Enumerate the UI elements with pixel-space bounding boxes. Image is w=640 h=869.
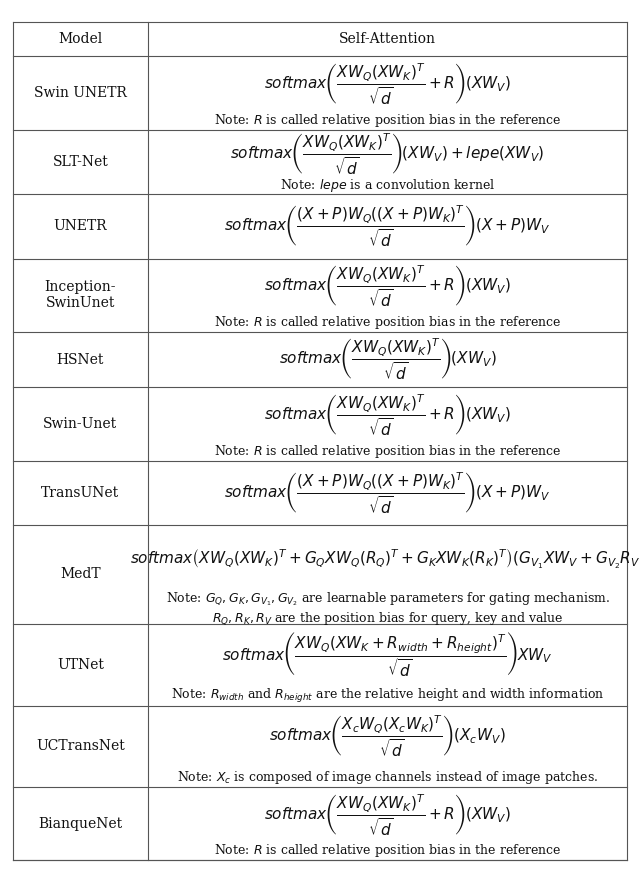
Text: Note: $R$ is called relative position bias in the reference: Note: $R$ is called relative position bi… [214, 314, 561, 330]
Text: $\mathit{softmax}\left(\dfrac{XW_Q(XW_K)^T}{\sqrt{d}}+R\right)(XW_V)$: $\mathit{softmax}\left(\dfrac{XW_Q(XW_K)… [264, 263, 511, 309]
Text: Note: $lepe$ is a convolution kernel: Note: $lepe$ is a convolution kernel [280, 177, 495, 194]
Text: Note: $R$ is called relative position bias in the reference: Note: $R$ is called relative position bi… [214, 842, 561, 859]
Text: UNETR: UNETR [54, 219, 107, 233]
Text: Note: $R$ is called relative position bias in the reference: Note: $R$ is called relative position bi… [214, 442, 561, 460]
Text: HSNet: HSNet [57, 353, 104, 367]
Text: Model: Model [58, 32, 102, 46]
Text: TransUNet: TransUNet [42, 486, 120, 500]
Text: $\mathit{softmax}\left(XW_Q(XW_K)^T+G_QXW_Q(R_Q)^T+G_KXW_K(R_K)^T\right)\left(G_: $\mathit{softmax}\left(XW_Q(XW_K)^T+G_QX… [130, 547, 640, 572]
Text: Note: $G_Q, G_K, G_{V_1}, G_{V_2}$ are learnable parameters for gating mechanism: Note: $G_Q, G_K, G_{V_1}, G_{V_2}$ are l… [166, 591, 610, 627]
Text: $\mathit{softmax}\left(\dfrac{(X+P)W_Q((X+P)W_K)^T}{\sqrt{d}}\right)(X+P)W_V$: $\mathit{softmax}\left(\dfrac{(X+P)W_Q((… [224, 470, 551, 515]
Text: MedT: MedT [60, 567, 100, 581]
Text: $\mathit{softmax}\left(\dfrac{XW_Q(XW_K)^T}{\sqrt{d}}\right)(XW_V)+lepe(XW_V)$: $\mathit{softmax}\left(\dfrac{XW_Q(XW_K)… [230, 131, 545, 177]
Text: $\mathit{softmax}\left(\dfrac{XW_Q(XW_K)^T}{\sqrt{d}}+R\right)(XW_V)$: $\mathit{softmax}\left(\dfrac{XW_Q(XW_K)… [264, 62, 511, 107]
Text: $\mathit{softmax}\left(\dfrac{XW_Q(XW_K)^T}{\sqrt{d}}\right)(XW_V)$: $\mathit{softmax}\left(\dfrac{XW_Q(XW_K)… [278, 337, 497, 382]
Text: SLT-Net: SLT-Net [52, 155, 108, 169]
Text: Note: $R$ is called relative position bias in the reference: Note: $R$ is called relative position bi… [214, 111, 561, 129]
Text: Self-Attention: Self-Attention [339, 32, 436, 46]
Text: $\mathit{softmax}\left(\dfrac{XW_Q\left(XW_K+R_{width}+R_{height}\right)^T}{\sqr: $\mathit{softmax}\left(\dfrac{XW_Q\left(… [222, 631, 553, 679]
Text: $\mathit{softmax}\left(\dfrac{XW_Q(XW_K)^T}{\sqrt{d}}+R\right)(XW_V)$: $\mathit{softmax}\left(\dfrac{XW_Q(XW_K)… [264, 393, 511, 438]
Text: Swin-Unet: Swin-Unet [44, 417, 118, 431]
Text: UTNet: UTNet [57, 658, 104, 672]
Text: $\mathit{softmax}\left(\dfrac{XW_Q(XW_K)^T}{\sqrt{d}}+R\right)(XW_V)$: $\mathit{softmax}\left(\dfrac{XW_Q(XW_K)… [264, 793, 511, 838]
Text: Swin UNETR: Swin UNETR [34, 86, 127, 100]
Text: Inception-
SwinUnet: Inception- SwinUnet [45, 280, 116, 310]
Text: UCTransNet: UCTransNet [36, 740, 125, 753]
Text: Note: $R_{width}$ and $R_{height}$ are the relative height and width information: Note: $R_{width}$ and $R_{height}$ are t… [171, 687, 604, 705]
Text: Note: $X_c$ is composed of image channels instead of image patches.: Note: $X_c$ is composed of image channel… [177, 769, 598, 786]
Text: $\mathit{softmax}\left(\dfrac{(X+P)W_Q((X+P)W_K)^T}{\sqrt{d}}\right)(X+P)W_V$: $\mathit{softmax}\left(\dfrac{(X+P)W_Q((… [224, 203, 551, 249]
Text: BianqueNet: BianqueNet [38, 817, 122, 831]
Text: $\mathit{softmax}\left(\dfrac{X_cW_Q(X_cW_K)^T}{\sqrt{d}}\right)(X_cW_V)$: $\mathit{softmax}\left(\dfrac{X_cW_Q(X_c… [269, 713, 506, 760]
